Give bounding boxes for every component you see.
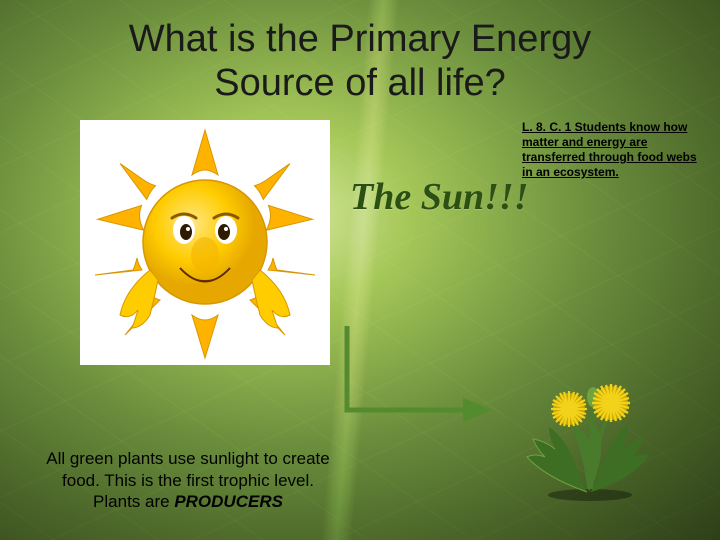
standard-note: L. 8. C. 1 Students know how matter and …: [522, 120, 702, 180]
title-line-1: What is the Primary Energy: [129, 18, 591, 60]
caption-text: All green plants use sunlight to create …: [38, 448, 338, 512]
sun-svg: [80, 120, 330, 365]
slide-root: What is the Primary Energy Source of all…: [0, 0, 720, 540]
answer-text: The Sun!!!: [350, 175, 528, 219]
title-line-2: Source of all life?: [214, 62, 506, 104]
slide-title: What is the Primary Energy Source of all…: [0, 18, 720, 105]
caption-emphasis: PRODUCERS: [174, 492, 283, 511]
sun-illustration: [80, 120, 330, 365]
dandelion-illustration: [515, 357, 660, 502]
